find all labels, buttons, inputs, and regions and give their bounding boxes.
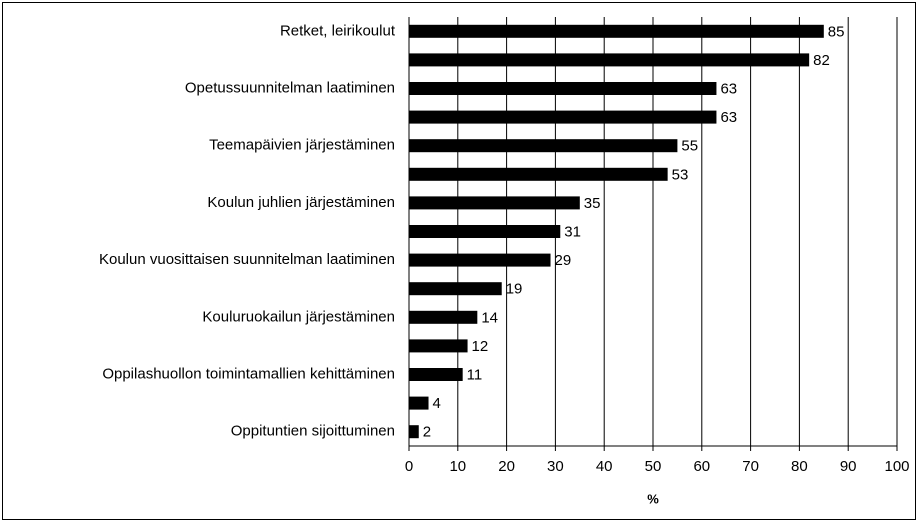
data-label: 29 bbox=[555, 252, 572, 269]
y-tick-label: Oppituntien sijoittuminen bbox=[231, 423, 395, 440]
bar bbox=[409, 139, 678, 153]
bar bbox=[409, 24, 824, 38]
bar bbox=[409, 368, 463, 381]
x-tick-label: 30 bbox=[547, 458, 564, 475]
data-label: 35 bbox=[584, 195, 601, 212]
data-label: 63 bbox=[720, 80, 737, 97]
y-tick-label: Koulun juhlien järjestäminen bbox=[207, 194, 395, 211]
y-tick-label: Opetussuunnitelman laatiminen bbox=[185, 79, 395, 96]
data-label: 2 bbox=[423, 424, 431, 441]
bar bbox=[409, 339, 468, 353]
bar bbox=[409, 110, 717, 124]
bar bbox=[409, 310, 478, 324]
x-tick-label: 50 bbox=[645, 458, 662, 475]
y-tick-label: Oppilashuollon toimintamallien kehittämi… bbox=[102, 365, 395, 382]
x-tick-label: 10 bbox=[449, 458, 466, 475]
data-label: 4 bbox=[433, 395, 441, 412]
x-tick-label: 70 bbox=[742, 458, 759, 475]
bar bbox=[409, 196, 580, 210]
bar bbox=[409, 53, 810, 67]
bar bbox=[409, 253, 551, 267]
bar bbox=[409, 82, 717, 95]
data-label: 63 bbox=[720, 109, 737, 126]
data-label: 12 bbox=[472, 338, 489, 355]
data-label: 11 bbox=[467, 366, 483, 383]
data-label: 85 bbox=[828, 23, 845, 40]
x-tick-label: 20 bbox=[498, 458, 515, 475]
bar bbox=[409, 282, 502, 296]
y-tick-label: Kouluruokailun järjestäminen bbox=[202, 308, 395, 325]
data-label: 31 bbox=[564, 223, 581, 240]
bar bbox=[409, 396, 429, 410]
x-tick-label: 80 bbox=[791, 458, 808, 475]
bar bbox=[409, 225, 561, 238]
bar bbox=[409, 167, 668, 181]
x-axis-label: % bbox=[647, 491, 659, 506]
data-label: 82 bbox=[813, 52, 830, 69]
y-tick-label: Retket, leirikoulut bbox=[280, 22, 396, 39]
x-tick-label: 40 bbox=[596, 458, 613, 475]
x-tick-label: 90 bbox=[840, 458, 857, 475]
data-label: 19 bbox=[506, 281, 523, 298]
data-label: 53 bbox=[672, 166, 689, 183]
x-tick-label: 100 bbox=[884, 458, 909, 475]
data-label: 14 bbox=[481, 309, 498, 326]
x-tick-label: 0 bbox=[405, 458, 413, 475]
y-tick-label: Koulun vuosittaisen suunnitelman laatimi… bbox=[99, 251, 395, 268]
data-label: 55 bbox=[681, 138, 698, 155]
y-tick-label: Teemapäivien järjestäminen bbox=[209, 137, 395, 154]
bar bbox=[409, 425, 419, 439]
x-tick-label: 60 bbox=[693, 458, 710, 475]
